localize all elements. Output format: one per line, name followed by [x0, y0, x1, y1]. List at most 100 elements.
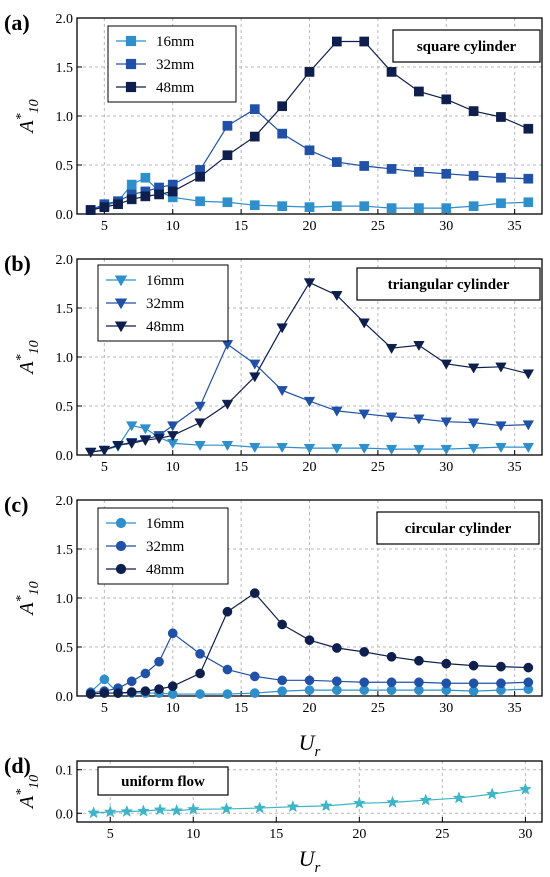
- data-point: [126, 687, 137, 697]
- legend-marker: [114, 275, 128, 287]
- data-point: [385, 343, 398, 354]
- data-point: [304, 67, 315, 77]
- data-point: [126, 676, 137, 687]
- data-point: [359, 647, 370, 657]
- y-tick-label: 1.5: [56, 543, 74, 558]
- data-point: [84, 447, 97, 458]
- panel-label: (c): [4, 492, 28, 517]
- data-point: [413, 444, 425, 455]
- legend-marker: [114, 321, 128, 333]
- data-point: [468, 678, 479, 689]
- data-point: [222, 689, 233, 699]
- panel-d: 5 10 15 20 25 30 0.0 0.1 (d)A*10 Ur uniform flow: [4, 753, 543, 876]
- data-point: [304, 202, 315, 212]
- x-tick-label: 10: [186, 827, 200, 842]
- annotation-label: uniform flow: [121, 774, 205, 790]
- data-point: [496, 112, 506, 122]
- data-point: [359, 201, 370, 212]
- x-tick-label: 5: [101, 701, 108, 716]
- data-point: [358, 409, 370, 420]
- y-tick-label: 0.5: [56, 400, 74, 415]
- data-point: [359, 161, 370, 171]
- data-point: [222, 197, 233, 208]
- data-point: [386, 651, 397, 662]
- series-48mm: [85, 588, 534, 699]
- legend-marker: [115, 540, 127, 552]
- series-48mm: [85, 36, 534, 215]
- x-tick-label: 25: [371, 701, 385, 716]
- data-point: [332, 157, 342, 167]
- data-point: [167, 186, 178, 197]
- panel-label: (d): [4, 753, 31, 778]
- data-point: [253, 801, 267, 814]
- data-point: [440, 359, 452, 370]
- annotation-label: triangular cylinder: [388, 277, 510, 293]
- data-point: [386, 795, 399, 808]
- data-point: [85, 205, 96, 215]
- data-point: [249, 104, 260, 114]
- y-tick-label: 1.0: [56, 592, 74, 607]
- data-point: [467, 418, 480, 429]
- data-point: [522, 442, 535, 453]
- legend: 16mm 32mm 48mm: [97, 507, 229, 585]
- data-point: [99, 674, 110, 685]
- data-point: [277, 675, 287, 686]
- annotation-label: square cylinder: [417, 39, 517, 55]
- data-point: [414, 86, 424, 97]
- x-tick-label: 15: [234, 460, 248, 475]
- data-point: [519, 782, 532, 795]
- data-point: [468, 660, 479, 671]
- data-point: [103, 805, 117, 818]
- data-point: [154, 684, 164, 694]
- legend-label: 16mm: [146, 273, 185, 289]
- data-point: [386, 164, 397, 174]
- data-point: [441, 658, 452, 669]
- data-point: [468, 170, 479, 181]
- y-tick-label: 0.0: [56, 208, 74, 223]
- data-point: [441, 203, 452, 213]
- legend: 16mm 32mm 48mm: [107, 25, 237, 103]
- x-tick-label: 20: [303, 701, 317, 716]
- data-point: [140, 686, 151, 696]
- data-point: [414, 167, 424, 177]
- data-point: [276, 386, 288, 397]
- data-point: [194, 401, 206, 412]
- data-point: [221, 340, 234, 351]
- data-point: [195, 649, 205, 659]
- data-point: [331, 406, 343, 417]
- data-point: [359, 36, 370, 47]
- legend-marker: [125, 58, 137, 70]
- legend-label: 48mm: [156, 80, 195, 96]
- y-tick-label: 1.0: [56, 110, 74, 125]
- data-point: [139, 436, 152, 447]
- annotation-box: [392, 29, 541, 63]
- x-tick-label: 15: [234, 219, 248, 234]
- panel-label: (b): [4, 251, 31, 276]
- annotation-box: [376, 511, 540, 545]
- data-point: [452, 791, 466, 804]
- x-tick-label: 30: [518, 827, 532, 842]
- data-point: [154, 189, 164, 200]
- legend-label: 48mm: [146, 562, 185, 578]
- data-point: [186, 802, 200, 815]
- data-point: [319, 799, 333, 812]
- data-point: [222, 664, 233, 675]
- data-point: [467, 443, 480, 454]
- x-axis-title: Ur: [299, 846, 321, 876]
- plot-frame: [76, 760, 543, 823]
- data-point: [522, 369, 535, 380]
- data-point: [194, 418, 206, 429]
- data-point: [153, 434, 165, 445]
- annotation-box: [97, 766, 229, 796]
- data-point: [332, 36, 342, 47]
- data-point: [99, 688, 110, 698]
- data-point: [414, 203, 424, 213]
- x-tick-label: 10: [166, 460, 180, 475]
- data-point: [139, 424, 152, 435]
- y-tick-label: 2.0: [56, 12, 74, 27]
- data-point: [222, 606, 233, 617]
- legend-label: 32mm: [146, 296, 185, 312]
- data-point: [303, 396, 316, 407]
- data-point: [112, 440, 124, 451]
- data-point: [126, 194, 137, 205]
